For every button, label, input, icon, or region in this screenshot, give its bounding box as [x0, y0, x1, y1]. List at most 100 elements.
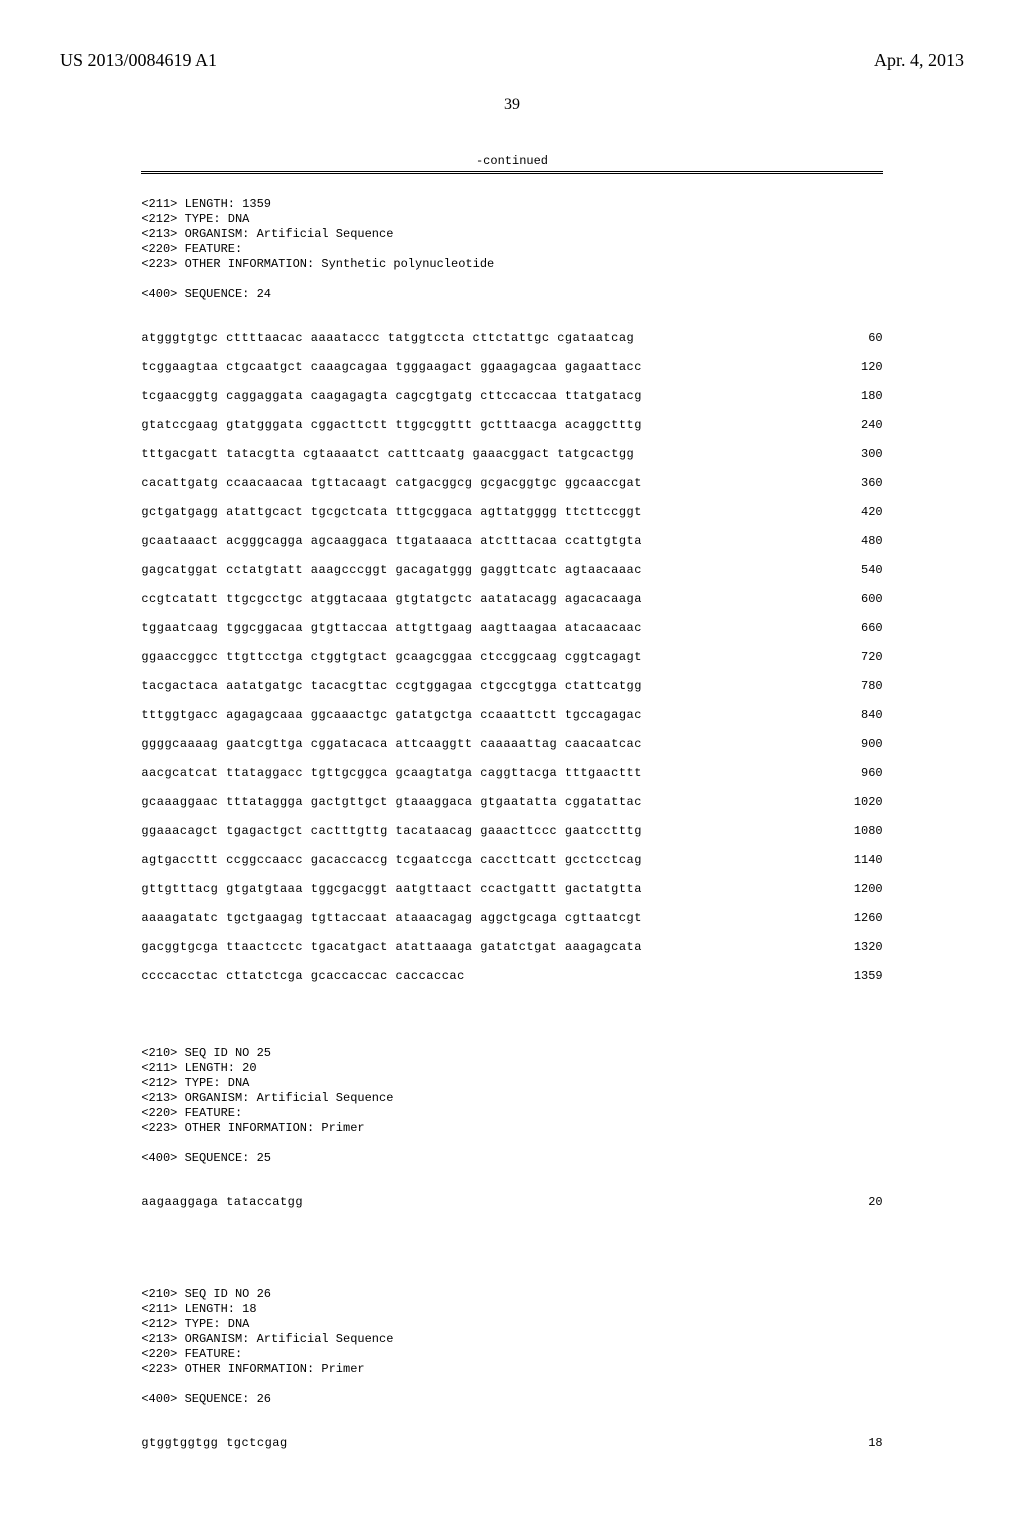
seq24-bases: cacattgatg ccaacaacaa tgttacaagt catgacg… — [141, 476, 642, 491]
sequence-listing: <211> LENGTH: 1359 <212> TYPE: DNA <213>… — [141, 174, 882, 1513]
seq24-line: gacggtgcga ttaactcctc tgacatgact atattaa… — [141, 940, 882, 955]
seq24-num: 840 — [838, 708, 883, 723]
seq26-line: gtggtggtgg tgctcgag 18 — [141, 1436, 882, 1451]
seq24-num: 60 — [838, 331, 883, 346]
seq24-sequence-lines: atgggtgtgc cttttaacac aaaataccc tatggtcc… — [141, 331, 882, 1016]
seq24-line: ggggcaaaag gaatcgttga cggatacaca attcaag… — [141, 737, 882, 752]
seq24-line: gcaaaggaac tttataggga gactgttgct gtaaagg… — [141, 795, 882, 810]
seq24-num: 1320 — [838, 940, 883, 955]
seq24-num: 480 — [838, 534, 883, 549]
seq25-organism: <213> ORGANISM: Artificial Sequence — [141, 1091, 393, 1105]
seq24-bases: gcaataaact acgggcagga agcaaggaca ttgataa… — [141, 534, 642, 549]
page-header: US 2013/0084619 A1 Apr. 4, 2013 — [60, 40, 964, 71]
seq25-type: <212> TYPE: DNA — [141, 1076, 249, 1090]
seq24-bases: tttggtgacc agagagcaaa ggcaaactgc gatatgc… — [141, 708, 642, 723]
seq25-info: <223> OTHER INFORMATION: Primer — [141, 1121, 364, 1135]
seq26-block: <210> SEQ ID NO 26 <211> LENGTH: 18 <212… — [141, 1272, 882, 1480]
seq24-num: 1359 — [838, 969, 883, 984]
seq25-feature: <220> FEATURE: — [141, 1106, 242, 1120]
seq26-info: <223> OTHER INFORMATION: Primer — [141, 1362, 364, 1376]
publication-date: Apr. 4, 2013 — [874, 50, 964, 71]
seq25-line: aagaaggaga tataccatgg 20 — [141, 1195, 882, 1210]
seq24-num: 120 — [838, 360, 883, 375]
seq24-line: ggaaacagct tgagactgct cactttgttg tacataa… — [141, 824, 882, 839]
seq26-type: <212> TYPE: DNA — [141, 1317, 249, 1331]
seq24-bases: gagcatggat cctatgtatt aaagcccggt gacagat… — [141, 563, 642, 578]
seq24-line: gctgatgagg atattgcact tgcgctcata tttgcgg… — [141, 505, 882, 520]
seq24-line: agtgaccttt ccggccaacc gacaccaccg tcgaatc… — [141, 853, 882, 868]
seq24-bases: tcgaacggtg caggaggata caagagagta cagcgtg… — [141, 389, 642, 404]
seq26-organism: <213> ORGANISM: Artificial Sequence — [141, 1332, 393, 1346]
seq24-line: aacgcatcat ttataggacc tgttgcggca gcaagta… — [141, 766, 882, 781]
seq24-header: <211> LENGTH: 1359 <212> TYPE: DNA <213>… — [141, 197, 882, 302]
seq24-bases: ccccacctac cttatctcga gcaccaccac caccacc… — [141, 969, 464, 984]
seq24-num: 900 — [838, 737, 883, 752]
seq24-bases: gtatccgaag gtatgggata cggacttctt ttggcgg… — [141, 418, 642, 433]
seq24-line: cacattgatg ccaacaacaa tgttacaagt catgacg… — [141, 476, 882, 491]
seq26-num: 18 — [838, 1436, 883, 1451]
seq24-num: 180 — [838, 389, 883, 404]
seq24-bases: tcggaagtaa ctgcaatgct caaagcagaa tgggaag… — [141, 360, 642, 375]
seq24-line: tttgacgatt tatacgtta cgtaaaatct catttcaa… — [141, 447, 882, 462]
seq25-label: <400> SEQUENCE: 25 — [141, 1151, 271, 1165]
seq24-bases: agtgaccttt ccggccaacc gacaccaccg tcgaatc… — [141, 853, 642, 868]
rule-top — [141, 171, 882, 172]
seq26-bases: gtggtggtgg tgctcgag — [141, 1436, 287, 1451]
seq24-num: 240 — [838, 418, 883, 433]
seq24-bases: ccgtcatatt ttgcgcctgc atggtacaaa gtgtatg… — [141, 592, 642, 607]
seq26-header: <210> SEQ ID NO 26 <211> LENGTH: 18 <212… — [141, 1287, 882, 1407]
seq25-bases: aagaaggaga tataccatgg — [141, 1195, 303, 1210]
seq25-length: <211> LENGTH: 20 — [141, 1061, 256, 1075]
seq24-bases: ggaaccggcc ttgttcctga ctggtgtact gcaagcg… — [141, 650, 642, 665]
seq24-num: 1260 — [838, 911, 883, 926]
seq24-line: ccccacctac cttatctcga gcaccaccac caccacc… — [141, 969, 882, 984]
seq24-line: atgggtgtgc cttttaacac aaaataccc tatggtcc… — [141, 331, 882, 346]
document-number: US 2013/0084619 A1 — [60, 50, 217, 71]
seq24-bases: tttgacgatt tatacgtta cgtaaaatct catttcaa… — [141, 447, 634, 462]
seq24-num: 1020 — [838, 795, 883, 810]
seq24-num: 1140 — [838, 853, 883, 868]
seq24-line: ggaaccggcc ttgttcctga ctggtgtact gcaagcg… — [141, 650, 882, 665]
seq24-line: tttggtgacc agagagcaaa ggcaaactgc gatatgc… — [141, 708, 882, 723]
seq24-bases: atgggtgtgc cttttaacac aaaataccc tatggtcc… — [141, 331, 634, 346]
seq24-bases: tacgactaca aatatgatgc tacacgttac ccgtgga… — [141, 679, 642, 694]
seq24-num: 1200 — [838, 882, 883, 897]
seq24-num: 360 — [838, 476, 883, 491]
seq25-header: <210> SEQ ID NO 25 <211> LENGTH: 20 <212… — [141, 1046, 882, 1166]
seq24-line: gcaataaact acgggcagga agcaaggaca ttgataa… — [141, 534, 882, 549]
seq24-num: 960 — [838, 766, 883, 781]
seq24-line: aaaagatatc tgctgaagag tgttaccaat ataaaca… — [141, 911, 882, 926]
seq26-id: <210> SEQ ID NO 26 — [141, 1287, 271, 1301]
seq24-line: tcgaacggtg caggaggata caagagagta cagcgtg… — [141, 389, 882, 404]
seq24-num: 540 — [838, 563, 883, 578]
seq24-num: 720 — [838, 650, 883, 665]
seq24-bases: aacgcatcat ttataggacc tgttgcggca gcaagta… — [141, 766, 642, 781]
page-number: 39 — [60, 96, 964, 114]
seq25-block: <210> SEQ ID NO 25 <211> LENGTH: 20 <212… — [141, 1031, 882, 1239]
seq24-line: gtatccgaag gtatgggata cggacttctt ttggcgg… — [141, 418, 882, 433]
seq24-label: <400> SEQUENCE: 24 — [141, 287, 271, 301]
seq26-label: <400> SEQUENCE: 26 — [141, 1392, 271, 1406]
seq24-line: tacgactaca aatatgatgc tacacgttac ccgtgga… — [141, 679, 882, 694]
seq24-line: tggaatcaag tggcggacaa gtgttaccaa attgttg… — [141, 621, 882, 636]
seq24-bases: gctgatgagg atattgcact tgcgctcata tttgcgg… — [141, 505, 642, 520]
seq24-feature: <220> FEATURE: — [141, 242, 242, 256]
seq25-id: <210> SEQ ID NO 25 — [141, 1046, 271, 1060]
seq24-info: <223> OTHER INFORMATION: Synthetic polyn… — [141, 257, 494, 271]
seq24-line: gagcatggat cctatgtatt aaagcccggt gacagat… — [141, 563, 882, 578]
seq24-line: ccgtcatatt ttgcgcctgc atggtacaaa gtgtatg… — [141, 592, 882, 607]
seq24-line: tcggaagtaa ctgcaatgct caaagcagaa tgggaag… — [141, 360, 882, 375]
seq24-bases: ggggcaaaag gaatcgttga cggatacaca attcaag… — [141, 737, 642, 752]
seq24-num: 1080 — [838, 824, 883, 839]
seq25-num: 20 — [838, 1195, 883, 1210]
seq26-feature: <220> FEATURE: — [141, 1347, 242, 1361]
seq24-organism: <213> ORGANISM: Artificial Sequence — [141, 227, 393, 241]
seq24-bases: ggaaacagct tgagactgct cactttgttg tacataa… — [141, 824, 642, 839]
seq24-bases: aaaagatatc tgctgaagag tgttaccaat ataaaca… — [141, 911, 642, 926]
seq24-bases: gttgtttacg gtgatgtaaa tggcgacggt aatgtta… — [141, 882, 642, 897]
seq24-line: gttgtttacg gtgatgtaaa tggcgacggt aatgtta… — [141, 882, 882, 897]
seq24-type: <212> TYPE: DNA — [141, 212, 249, 226]
seq24-num: 780 — [838, 679, 883, 694]
seq24-bases: gacggtgcga ttaactcctc tgacatgact atattaa… — [141, 940, 642, 955]
seq24-bases: gcaaaggaac tttataggga gactgttgct gtaaagg… — [141, 795, 642, 810]
